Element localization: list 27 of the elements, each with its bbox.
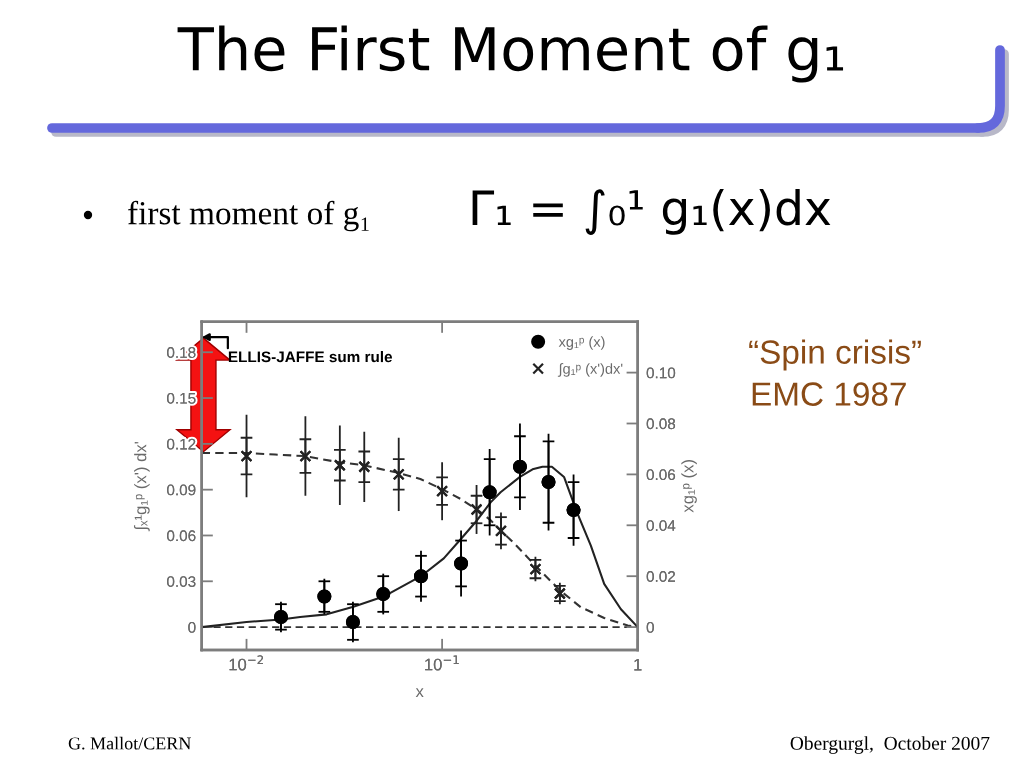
x-tick-label: 1 bbox=[634, 658, 642, 671]
y-axis-title: ∫ₓ¹g₁ᵖ (x') dx' bbox=[133, 441, 150, 532]
legend-label: ∫g₁ᵖ (x')dx' bbox=[557, 363, 623, 377]
y2-tick-label: 0.02 bbox=[646, 571, 675, 582]
legend-label: xg₁ᵖ (x) bbox=[558, 336, 605, 350]
y-tick-label: 0.06 bbox=[167, 530, 196, 542]
x-tick-label: 10$^{−1}$ bbox=[425, 655, 459, 671]
y2-tick-label: 0.06 bbox=[646, 469, 676, 481]
text: first moment of g₁ bbox=[128, 200, 369, 232]
chart-title: The First Moment of g₁ bbox=[177, 25, 844, 83]
y2-tick-label: 0.08 bbox=[646, 418, 676, 430]
y-tick-label: 0 bbox=[188, 621, 196, 633]
annotation: ELLIS-JAFFE sum rule bbox=[228, 351, 393, 363]
y-tick-label: 0.12 bbox=[167, 438, 196, 450]
y2-tick-label: 0.10 bbox=[646, 367, 676, 379]
y-tick-label: 0.03 bbox=[167, 576, 196, 587]
text: G. Mallot/CERN bbox=[68, 736, 191, 750]
text: Γ₁ = ∫₀¹ g₁(x)dx bbox=[472, 189, 831, 235]
y2-tick-label: 0 bbox=[646, 621, 654, 633]
x-tick-label: 10$^{−2}$ bbox=[229, 655, 263, 671]
x-axis-title: x bbox=[415, 688, 424, 698]
text: EMC 1987 bbox=[752, 382, 906, 406]
text: Obergurgl, October 2007 bbox=[790, 736, 990, 754]
text: “Spin crisis” bbox=[749, 339, 921, 371]
y-tick-label: 0.09 bbox=[167, 484, 196, 496]
y2-tick-label: 0.04 bbox=[646, 520, 676, 531]
y2-axis-title: xg₁ᵖ (x) bbox=[681, 460, 697, 513]
